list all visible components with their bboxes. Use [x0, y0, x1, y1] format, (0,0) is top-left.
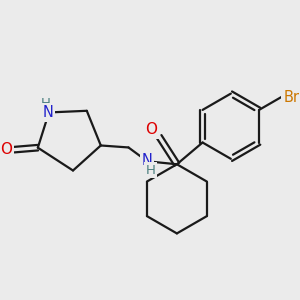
Text: N: N [43, 105, 53, 120]
Text: H: H [145, 164, 155, 177]
Text: O: O [145, 122, 157, 137]
Text: Br: Br [283, 90, 299, 105]
Text: N: N [142, 153, 153, 168]
Text: O: O [0, 142, 12, 157]
Text: H: H [41, 97, 51, 110]
